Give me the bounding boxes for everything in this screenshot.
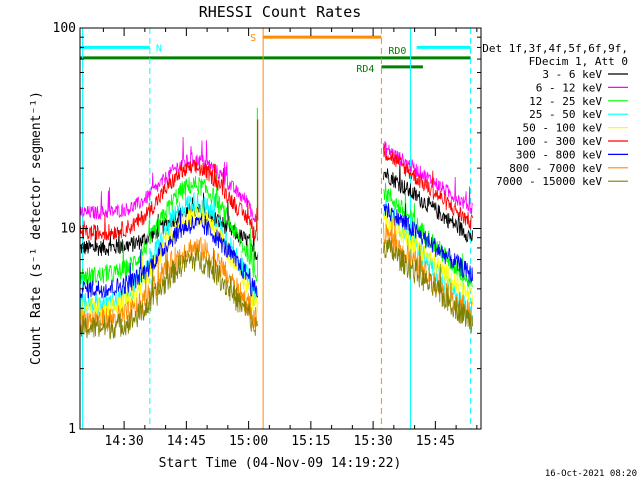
x-tick-label: 15:00: [229, 434, 268, 449]
footer-timestamp: 16-Oct-2021 08:20: [545, 469, 637, 479]
legend-header: Det 1f,3f,4f,5f,6f,9f,: [482, 42, 628, 55]
x-tick-label: 15:45: [416, 434, 455, 449]
legend-label: 6 - 12 keV: [536, 81, 603, 94]
legend-label: 50 - 100 keV: [523, 122, 603, 135]
x-tick-label: 14:45: [167, 434, 206, 449]
y-axis: 1 10 100: [53, 21, 481, 437]
series-lines: [79, 107, 473, 340]
series-line-post-gap: [383, 237, 473, 334]
x-tick-label: 14:30: [105, 434, 144, 449]
legend-label: 12 - 25 keV: [529, 95, 602, 108]
series-line-pre-gap: [79, 136, 259, 223]
y-tick-label: 100: [53, 21, 76, 36]
x-tick-label: 15:15: [291, 434, 330, 449]
flag-label: N: [156, 43, 162, 54]
series-line-pre-gap: [79, 209, 259, 299]
flag-label: RD4: [356, 64, 374, 75]
legend-label: 300 - 800 keV: [516, 148, 602, 161]
y-axis-label: Count Rate (s⁻¹ detector segment⁻¹): [29, 91, 44, 365]
legend-label: 3 - 6 keV: [542, 68, 602, 81]
legend-label: 25 - 50 keV: [529, 108, 602, 121]
y-tick-label: 1: [68, 422, 76, 437]
legend: Det 1f,3f,4f,5f,6f,9f,FDecim 1, Att 03 -…: [482, 42, 628, 188]
legend-label: 800 - 7000 keV: [509, 162, 602, 175]
x-axis: 14:30 14:45 15:00 15:15 15:30 15:45: [102, 28, 478, 449]
series-line-post-gap: [383, 160, 473, 243]
chart-title: RHESSI Count Rates: [199, 3, 362, 21]
legend-label: 7000 - 15000 keV: [496, 175, 602, 188]
series-line-post-gap: [383, 144, 473, 230]
y-tick-label: 10: [60, 222, 76, 237]
series-line-post-gap: [383, 203, 473, 284]
series-line-pre-gap: [79, 246, 259, 340]
flag-label: S: [250, 33, 256, 44]
series-line-pre-gap: [79, 173, 259, 286]
legend-header: FDecim 1, Att 0: [529, 55, 628, 68]
flag-label: RD0: [388, 46, 406, 57]
flag-bars: N S RD0 RD4: [80, 33, 471, 75]
x-tick-label: 15:30: [354, 434, 393, 449]
legend-label: 100 - 300 keV: [516, 135, 602, 148]
series-line-pre-gap: [79, 158, 259, 242]
x-axis-label: Start Time (04-Nov-09 14:19:22): [159, 456, 402, 471]
